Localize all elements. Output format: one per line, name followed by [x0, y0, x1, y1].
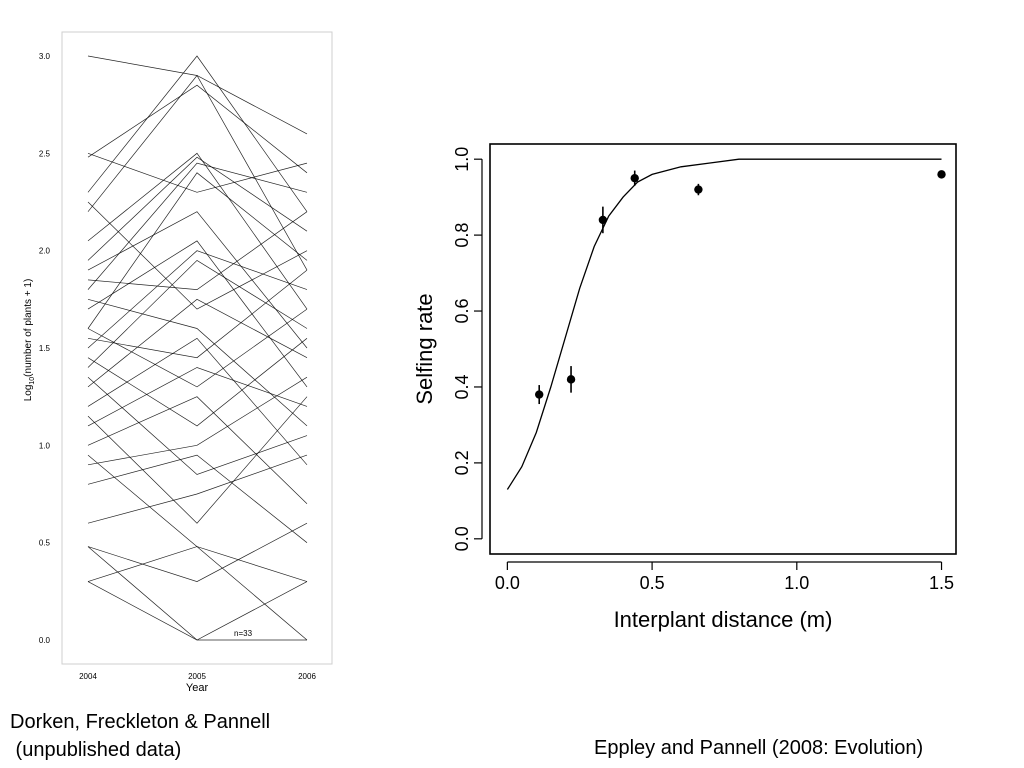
left-chart-series-line-6 [87, 156, 308, 261]
left-chart-series-line-22 [87, 338, 308, 427]
left-chart-series-line-3 [87, 84, 308, 174]
left-chart-series-group [87, 55, 308, 641]
left-chart-y-tick-label-2: 0.5 [39, 539, 51, 548]
left-chart-series-line-19 [87, 337, 308, 466]
left-chart-series-line-33 [87, 581, 307, 641]
right-chart-x-tick-label-2: 0.5 [640, 573, 665, 593]
left-chart-series-line-14 [87, 211, 308, 290]
left-chart-y-tick-label-3: 1.0 [39, 441, 51, 450]
left-chart-series-line-8 [87, 162, 308, 290]
right-chart-y-tick-label-5: 0.8 [452, 223, 472, 248]
left-chart-x-tick-labels: 2004 2005 2006 [79, 672, 316, 681]
left-chart-series-line-2 [87, 55, 308, 212]
left-chart-series-line-17 [87, 298, 308, 388]
right-chart-point-5 [694, 185, 703, 194]
right-chart-y-tick-label-1: 0.0 [452, 526, 472, 551]
left-chart-x-tick-label-2: 2005 [188, 672, 206, 681]
left-chart-y-tick-label-4: 1.5 [39, 344, 51, 353]
right-chart-y-tick-label-4: 0.6 [452, 298, 472, 323]
left-chart-series-line-28 [87, 454, 308, 524]
left-chart-series-line-31 [87, 454, 308, 641]
right-chart-x-tick-label-1: 0.0 [495, 573, 520, 593]
left-chart-y-tick-label-5: 2.0 [39, 247, 51, 256]
left-chart-y-axis-label-sub: 10 [29, 377, 36, 385]
right-chart-point-6 [937, 170, 946, 179]
left-chart-frame [61, 31, 333, 665]
left-chart-series-line-27 [87, 396, 308, 524]
right-chart-point-1 [535, 390, 544, 399]
right-chart-y-axis: 0.0 0.2 0.4 0.6 0.8 1.0 [452, 147, 483, 551]
right-chart-x-tick-label-4: 1.5 [929, 573, 954, 593]
left-chart: 0.00.51.01.52.02.53.0 2004 2005 2006 n=33 … [23, 31, 333, 694]
right-chart-y-tick-label-6: 1.0 [452, 147, 472, 172]
right-chart-fit-curve [506, 158, 942, 490]
left-chart-series-line-26 [87, 454, 308, 543]
right-chart-x-tick-label-3: 1.0 [784, 573, 809, 593]
left-chart-series-line-29 [87, 522, 308, 582]
left-chart-y-axis-label-main: Log [23, 385, 34, 402]
left-chart-y-tick-label-7: 3.0 [39, 52, 51, 61]
right-chart: 0.0 0.2 0.4 0.6 0.8 1.0 0.0 0.5 1.0 1.5 Interpla… [412, 143, 957, 632]
caption-right: Eppley and Pannell (2008: Evolution) [594, 737, 924, 759]
figure-canvas: 0.00.51.01.52.02.53.0 2004 2005 2006 n=33 … [23, 31, 957, 694]
right-chart-y-tick-label-2: 0.2 [452, 450, 472, 475]
caption-left: Dorken, Freckleton & Pannell (unpublishe… [10, 708, 270, 764]
left-chart-series-line-24 [87, 376, 308, 466]
left-chart-series-line-7 [87, 152, 308, 310]
left-chart-y-tick-labels: 0.0 0.5 1.0 1.5 2.0 2.5 3.0 [39, 52, 51, 645]
right-chart-point-3 [598, 215, 608, 225]
left-chart-y-tick-label-1: 0.0 [39, 636, 51, 645]
left-chart-series-line-18 [87, 308, 308, 388]
left-chart-x-tick-label-3: 2006 [298, 672, 316, 681]
right-chart-plot-box [489, 143, 957, 555]
right-chart-point-2 [566, 375, 576, 384]
left-chart-series-line-13 [87, 250, 308, 349]
left-chart-annotation: n=33 [234, 629, 253, 638]
left-chart-series-line-20 [87, 269, 308, 359]
left-chart-series-line-21 [87, 367, 308, 427]
right-chart-y-axis-label: Selfing rate [412, 293, 437, 404]
caption-left-line-2: (unpublished data) [10, 739, 182, 761]
left-chart-series-line-10 [87, 211, 308, 349]
right-chart-point-4 [630, 173, 639, 183]
left-chart-y-axis-label: Log10(number of plants + 1) [23, 279, 36, 402]
left-chart-series-line-25 [87, 376, 308, 475]
left-chart-y-axis-label-rest: (number of plants + 1) [23, 279, 34, 377]
left-chart-series-line-9 [87, 172, 308, 329]
left-chart-series-line-5 [87, 152, 308, 193]
left-chart-x-tick-label-1: 2004 [79, 672, 97, 681]
left-chart-y-tick-label-6: 2.5 [39, 149, 51, 158]
right-chart-points-group [535, 170, 946, 405]
caption-left-line-1: Dorken, Freckleton & Pannell [10, 711, 271, 733]
left-chart-series-line-11 [87, 201, 308, 310]
left-chart-series-line-15 [87, 259, 308, 368]
right-chart-x-axis: 0.0 0.5 1.0 1.5 [495, 561, 954, 593]
right-chart-y-tick-label-3: 0.4 [452, 374, 472, 399]
right-chart-x-axis-label: Interplant distance (m) [614, 607, 833, 632]
left-chart-x-axis-label: Year [186, 682, 209, 694]
